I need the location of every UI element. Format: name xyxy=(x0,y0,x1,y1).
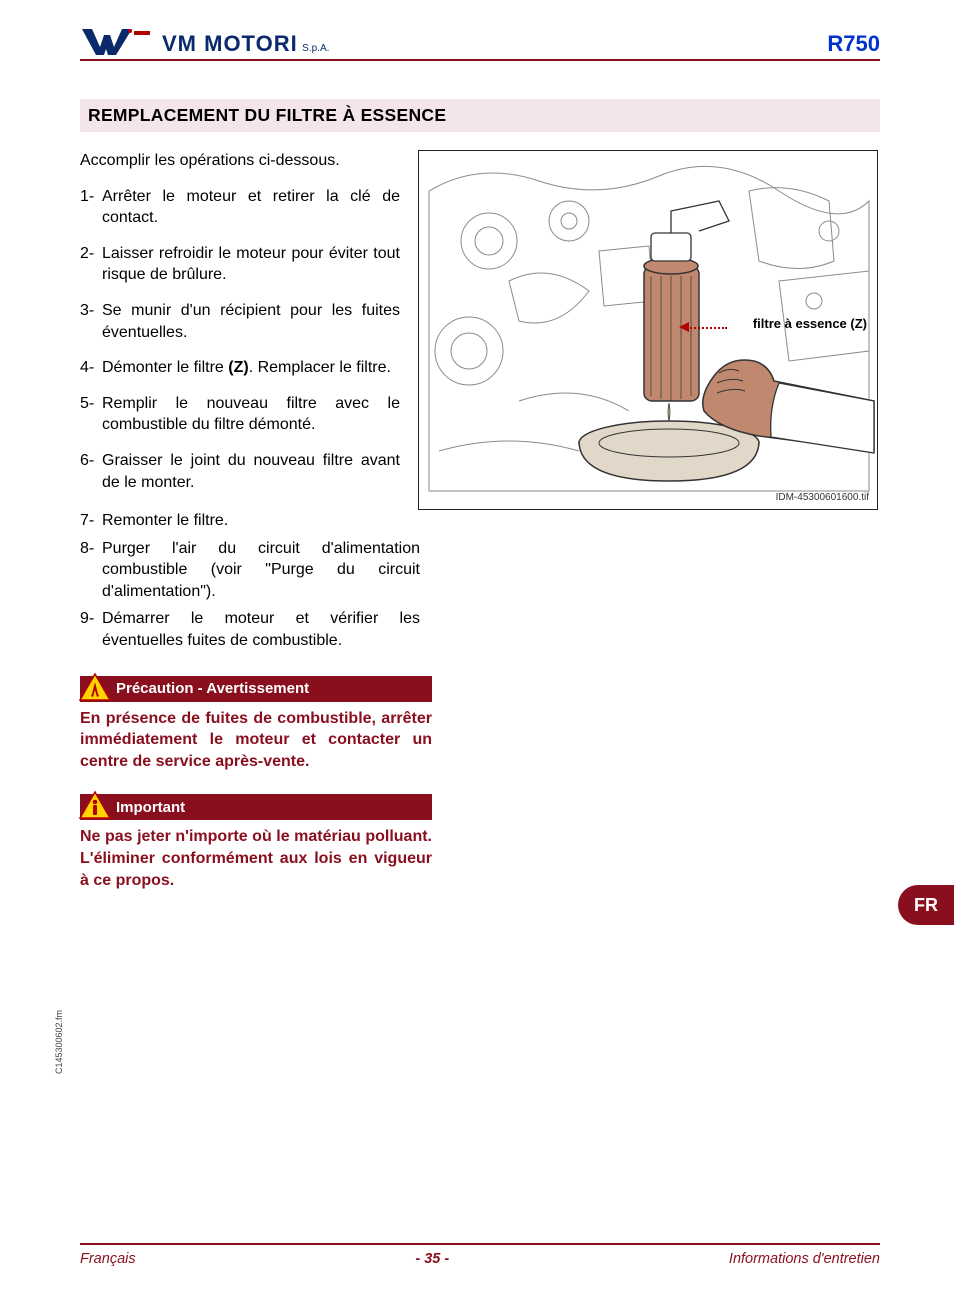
footer-page-number: - 35 - xyxy=(415,1251,449,1267)
brand-name: VM MOTORI xyxy=(162,31,298,56)
logo-block: VM MOTORI S.p.A. xyxy=(80,25,329,57)
brand-sub: S.p.A. xyxy=(302,43,329,54)
intro-text: Accomplir les opérations ci-dessous. xyxy=(80,150,400,172)
step-text: Graisser le joint du nouveau filtre avan… xyxy=(102,450,400,493)
step-8: 8-Purger l'air du circuit d'alimentation… xyxy=(80,538,420,603)
step-text: Démonter le filtre (Z). Remplacer le fil… xyxy=(102,357,400,379)
figure-caption: IDM-45300601600.tif xyxy=(776,492,869,503)
figure-callout: filtre à essence (Z) xyxy=(753,316,867,331)
footer-left: Français xyxy=(80,1251,136,1267)
step-9: 9-Démarrer le moteur et vérifier les éve… xyxy=(80,608,420,651)
language-tab: FR xyxy=(898,885,954,925)
section-title: REMPLACEMENT DU FILTRE À ESSENCE xyxy=(80,99,880,132)
warning-block: Précaution - Avertissement En présence d… xyxy=(80,676,432,773)
important-title: Important xyxy=(116,799,185,816)
step-text: Arrêter le moteur et retirer la clé de c… xyxy=(102,186,400,229)
footer-right: Informations d'entretien xyxy=(729,1251,880,1267)
step-text: Laisser refroidir le moteur pour éviter … xyxy=(102,243,400,286)
step-text: Remonter le filtre. xyxy=(102,510,420,532)
side-reference: C145300602.fm xyxy=(54,1010,64,1074)
important-body: Ne pas jeter n'importe où le matériau po… xyxy=(80,826,432,891)
step-2: 2-Laisser refroidir le moteur pour évite… xyxy=(80,243,400,286)
step-4: 4- Démonter le filtre (Z). Remplacer le … xyxy=(80,357,400,379)
step-text: Purger l'air du circuit d'alimentation c… xyxy=(102,538,420,603)
brand-logo-icon xyxy=(80,25,152,57)
step-text: Remplir le nouveau filtre avec le combus… xyxy=(102,393,400,436)
important-header: Important xyxy=(80,794,432,820)
step-5: 5-Remplir le nouveau filtre avec le comb… xyxy=(80,393,400,436)
step-7: 7-Remonter le filtre. xyxy=(80,510,420,532)
important-block: Important Ne pas jeter n'importe où le m… xyxy=(80,794,432,891)
instructions-column: Accomplir les opérations ci-dessous. 1-A… xyxy=(80,150,400,507)
notes-column: Précaution - Avertissement En présence d… xyxy=(80,676,432,892)
step-1: 1-Arrêter le moteur et retirer la clé de… xyxy=(80,186,400,229)
step-3: 3-Se munir d'un récipient pour les fuite… xyxy=(80,300,400,343)
warning-header: Précaution - Avertissement xyxy=(80,676,432,702)
model-code: R750 xyxy=(827,31,880,57)
important-triangle-icon xyxy=(78,790,112,820)
page-footer: Français - 35 - Informations d'entretien xyxy=(80,1243,880,1267)
figure-engine-filter: filtre à essence (Z) IDM-45300601600.tif xyxy=(418,150,878,510)
step4-suffix: . Remplacer le filtre. xyxy=(249,359,391,376)
step-text: Démarrer le moteur et vérifier les évent… xyxy=(102,608,420,651)
callout-arrow-head-icon xyxy=(679,322,689,332)
step-6: 6-Graisser le joint du nouveau filtre av… xyxy=(80,450,400,493)
step4-bold: (Z) xyxy=(228,359,248,376)
instructions-continued: 7-Remonter le filtre. 8-Purger l'air du … xyxy=(80,510,420,652)
page-header: VM MOTORI S.p.A. R750 xyxy=(80,25,880,61)
warning-body: En présence de fuites de combustible, ar… xyxy=(80,708,432,773)
warning-triangle-icon xyxy=(78,672,112,702)
callout-arrow-line xyxy=(687,327,727,329)
step-text: Se munir d'un récipient pour les fuites … xyxy=(102,300,400,343)
step4-prefix: Démonter le filtre xyxy=(102,359,228,376)
warning-title: Précaution - Avertissement xyxy=(116,680,309,697)
